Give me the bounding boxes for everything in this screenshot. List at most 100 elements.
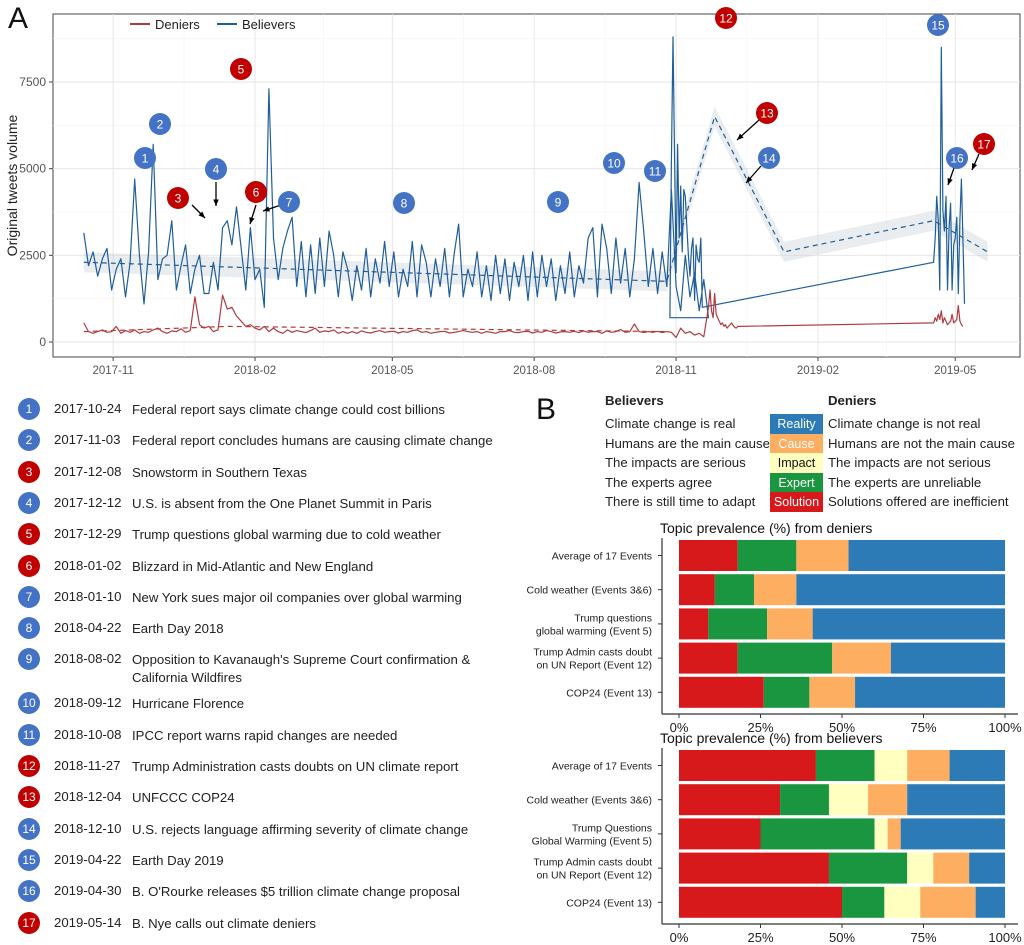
event-number-badge: 4 xyxy=(18,491,40,514)
x-tick-label: 0% xyxy=(670,930,689,945)
bar-segment-reality xyxy=(796,574,1005,606)
arrowhead xyxy=(198,211,205,218)
x-tick-label: 2019-02 xyxy=(797,365,839,377)
trend-ribbon xyxy=(83,106,988,292)
event-badge xyxy=(134,147,156,169)
event-number-badge: 16 xyxy=(18,880,40,903)
topic-swatch-cause: Cause xyxy=(770,433,823,454)
legend-label-deniers: Deniers xyxy=(155,17,200,32)
x-tick-label: 50% xyxy=(829,720,855,735)
event-description: U.S. rejects language affirming severity… xyxy=(132,821,469,837)
event-date: 2019-05-14 xyxy=(54,914,122,930)
event-badge-number: 2 xyxy=(157,118,164,132)
event-badge xyxy=(644,160,666,182)
event-badge-number: 10 xyxy=(607,157,621,171)
event-date: 2017-11-03 xyxy=(54,432,121,448)
event-list-item: 7 2018-01-10 New York sues major oil compa… xyxy=(18,585,462,608)
category-label: Average of 17 Events xyxy=(552,761,652,773)
bar-segment-reality xyxy=(855,676,1005,708)
bar-segment-expert xyxy=(737,642,833,674)
event-description: Trump Administration casts doubts on UN … xyxy=(132,759,459,774)
event-marker-11: 11 xyxy=(644,160,666,182)
event-date: 2017-12-08 xyxy=(54,463,122,479)
x-tick-label: 2018-05 xyxy=(371,365,413,377)
event-marker-4: 4 xyxy=(205,158,227,206)
event-date: 2019-04-30 xyxy=(54,883,122,899)
bar-segment-cause xyxy=(796,540,849,571)
event-list-item: 14 2018-12-10 U.S. rejects language affirm… xyxy=(18,817,468,840)
bar-segment-reality xyxy=(900,818,1005,850)
event-badge xyxy=(603,152,625,174)
y-axis-label: Original tweets volume xyxy=(4,114,20,256)
event-description: Earth Day 2019 xyxy=(132,852,224,868)
event-badge xyxy=(715,7,737,29)
event-date: 2018-08-02 xyxy=(54,651,122,667)
bar-segment-expert xyxy=(780,784,829,816)
event-description: IPCC report warns rapid changes are need… xyxy=(132,727,398,743)
arrowhead xyxy=(947,178,953,185)
event-description: Hurricane Florence xyxy=(132,696,245,712)
event-badge-number: 17 xyxy=(977,138,991,152)
event-list-item: 5 2017-12-29 Trump questions global warmin… xyxy=(18,523,441,546)
bar-segment-cause xyxy=(920,886,976,918)
deniers-header: Deniers xyxy=(828,393,877,408)
event-badge xyxy=(205,158,227,180)
event-marker-2: 2 xyxy=(149,113,171,135)
event-list-item: 10 2018-09-12 Hurricane Florence xyxy=(18,692,244,715)
x-tick-label: 2018-11 xyxy=(655,365,696,377)
bar-segment-impact xyxy=(907,852,934,884)
bar-segment-solution xyxy=(679,852,829,884)
event-list-item: 13 2018-12-04 UNFCCC COP24 xyxy=(18,786,235,809)
event-number-badge: 5 xyxy=(18,523,40,546)
x-tick-label: 2018-02 xyxy=(234,365,276,377)
bar-segment-expert xyxy=(828,852,908,884)
event-number-badge: 17 xyxy=(18,911,40,934)
panel-b-label: B xyxy=(536,393,557,426)
arrowhead xyxy=(263,206,270,212)
event-number-badge: 12 xyxy=(18,755,40,777)
event-marker-13: 13 xyxy=(736,102,778,141)
event-date: 2017-12-29 xyxy=(54,526,122,542)
event-list-item: 8 2018-04-22 Earth Day 2018 xyxy=(18,617,224,640)
topic-legend-row-reality: Climate change is real Reality Climate cha… xyxy=(605,414,1024,434)
bar-segment-reality xyxy=(975,886,1005,918)
event-badge-number: 15 xyxy=(931,19,945,33)
bar-segment-solution xyxy=(679,574,715,606)
category-label: Trump questions xyxy=(574,612,652,624)
category-label: Trump Admin casts doubt xyxy=(533,647,652,659)
event-description: Earth Day 2018 xyxy=(132,621,224,637)
bar-chart-title: Topic prevalence (%) from believers xyxy=(660,730,883,746)
event-number-badge: 10 xyxy=(18,692,40,715)
event-list-item: 6 2018-01-02 Blizzard in Mid-Atlantic and … xyxy=(18,554,373,577)
event-badge xyxy=(230,58,252,80)
event-badge-number: 11 xyxy=(649,165,662,179)
deniers-topic-chart: Topic prevalence (%) from deniers Average… xyxy=(527,520,1023,735)
event-date: 2017-10-24 xyxy=(54,401,122,416)
event-date: 2017-12-12 xyxy=(54,494,122,510)
bar-segment-expert xyxy=(815,750,875,781)
event-description: Federal report says climate change could… xyxy=(132,402,445,417)
event-list-item: 9 2018-08-02 Opposition to Kavanaugh's Sup… xyxy=(18,648,470,685)
event-date: 2018-10-08 xyxy=(54,726,122,742)
bar-segment-impact xyxy=(884,886,921,918)
event-marker-12: 12 xyxy=(715,7,737,29)
event-badge xyxy=(927,14,949,36)
event-list-item: 2 2017-11-03 Federal report concludes huma… xyxy=(18,429,493,452)
event-date: 2018-11-27 xyxy=(54,758,121,773)
event-marker-5: 5 xyxy=(230,58,252,80)
topic-legend-row-expert: The experts agree Expert The experts are u… xyxy=(605,472,1024,493)
event-number-badge: 8 xyxy=(18,617,40,640)
event-number-badge: 3 xyxy=(18,460,40,483)
bar-segment-reality xyxy=(949,750,1005,781)
trend-line-deniers xyxy=(83,325,667,333)
event-description: Opposition to Kavanaugh's Supreme Court … xyxy=(132,652,471,686)
event-badge-number: 7 xyxy=(286,196,293,210)
event-date: 2019-04-22 xyxy=(54,851,122,867)
event-marker-7: 7 xyxy=(262,191,300,213)
x-tick-label: 2018-08 xyxy=(513,365,555,377)
event-date: 2018-01-10 xyxy=(54,588,122,604)
category-label: on UN Report (Event 12) xyxy=(536,660,652,672)
deniers-claim: Climate change is not real xyxy=(828,416,981,431)
event-badge xyxy=(149,113,171,135)
event-badge xyxy=(973,133,995,155)
